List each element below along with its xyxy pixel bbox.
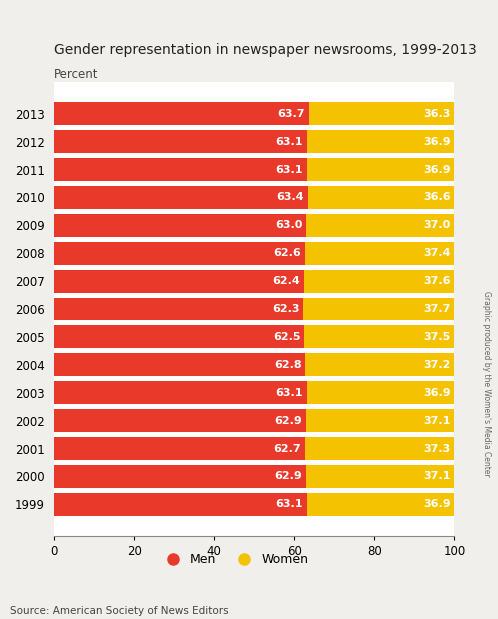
- Text: 62.8: 62.8: [274, 360, 301, 370]
- Bar: [54, 493, 307, 516]
- Text: 37.5: 37.5: [423, 332, 450, 342]
- Bar: [54, 437, 305, 460]
- Bar: [307, 158, 455, 181]
- Text: Gender representation in newspaper newsrooms, 1999-2013: Gender representation in newspaper newsr…: [54, 43, 477, 57]
- Bar: [305, 437, 455, 460]
- Text: 36.9: 36.9: [423, 137, 450, 147]
- Bar: [54, 353, 305, 376]
- Text: 37.1: 37.1: [423, 472, 450, 482]
- Bar: [309, 102, 455, 125]
- Text: 37.7: 37.7: [423, 304, 450, 314]
- Bar: [307, 381, 455, 404]
- Text: 62.4: 62.4: [272, 276, 300, 286]
- Text: 37.3: 37.3: [423, 443, 450, 454]
- Bar: [306, 409, 455, 432]
- Legend: Men, Women: Men, Women: [155, 548, 313, 571]
- Bar: [54, 186, 308, 209]
- Text: Source: American Society of News Editors: Source: American Society of News Editors: [10, 606, 229, 616]
- Bar: [307, 130, 455, 153]
- Bar: [54, 409, 306, 432]
- Text: 62.9: 62.9: [274, 472, 302, 482]
- Text: 36.9: 36.9: [423, 165, 450, 175]
- Bar: [305, 353, 455, 376]
- Bar: [54, 130, 307, 153]
- Bar: [306, 214, 455, 236]
- Text: 36.6: 36.6: [423, 193, 450, 202]
- Text: 63.1: 63.1: [275, 500, 303, 509]
- Text: 63.1: 63.1: [275, 387, 303, 398]
- Bar: [308, 186, 455, 209]
- Text: 63.4: 63.4: [276, 193, 304, 202]
- Text: 37.2: 37.2: [423, 360, 450, 370]
- Bar: [54, 102, 309, 125]
- Text: 63.1: 63.1: [275, 165, 303, 175]
- Bar: [54, 465, 306, 488]
- Text: 62.7: 62.7: [273, 443, 301, 454]
- Text: 62.5: 62.5: [273, 332, 300, 342]
- Text: 63.7: 63.7: [277, 109, 305, 119]
- Bar: [54, 298, 303, 321]
- Bar: [303, 298, 455, 321]
- Bar: [54, 326, 304, 348]
- Text: 37.1: 37.1: [423, 415, 450, 426]
- Text: 63.1: 63.1: [275, 137, 303, 147]
- Text: 37.6: 37.6: [423, 276, 450, 286]
- Text: 37.0: 37.0: [423, 220, 450, 230]
- Bar: [306, 465, 455, 488]
- Text: 36.3: 36.3: [423, 109, 450, 119]
- Bar: [305, 242, 455, 265]
- Bar: [304, 270, 455, 293]
- Bar: [304, 326, 455, 348]
- Bar: [307, 493, 455, 516]
- Text: Percent: Percent: [54, 67, 99, 80]
- Text: 36.9: 36.9: [423, 387, 450, 398]
- Text: 37.4: 37.4: [423, 248, 450, 258]
- Bar: [54, 270, 304, 293]
- Text: 36.9: 36.9: [423, 500, 450, 509]
- Text: Graphic produced by the Women's Media Center: Graphic produced by the Women's Media Ce…: [482, 291, 491, 477]
- Bar: [54, 242, 305, 265]
- Bar: [54, 158, 307, 181]
- Bar: [54, 214, 306, 236]
- Text: 62.6: 62.6: [273, 248, 301, 258]
- Text: 62.3: 62.3: [272, 304, 299, 314]
- Bar: [54, 381, 307, 404]
- Text: 62.9: 62.9: [274, 415, 302, 426]
- Text: 63.0: 63.0: [275, 220, 302, 230]
